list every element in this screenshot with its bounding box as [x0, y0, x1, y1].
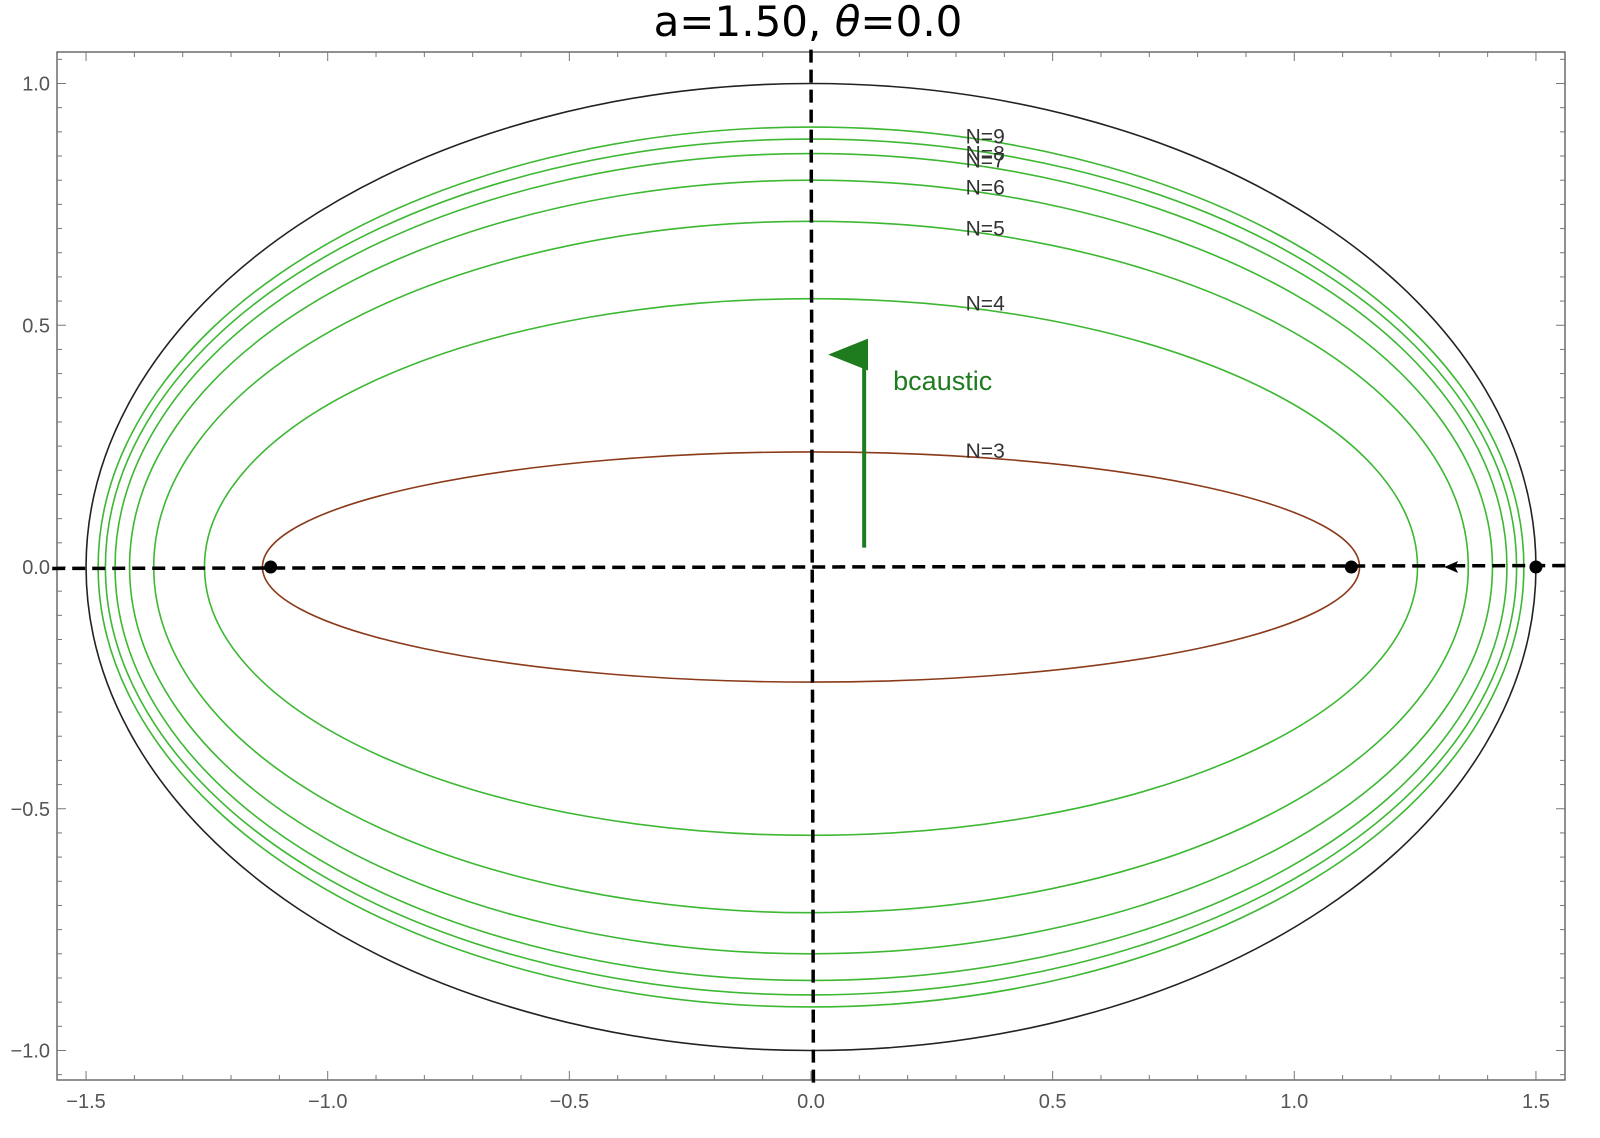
x-tick-label: 1.5: [1522, 1091, 1550, 1113]
dashed-horizontal-axis: [52, 563, 1570, 571]
title-prefix: a=1.50,: [654, 0, 835, 46]
x-tick-label: 1.0: [1280, 1091, 1308, 1113]
title-theta-symbol: θ: [835, 0, 861, 46]
axis-ticks: −1.5 −1.0 −0.5 0.0 0.5 1.0 1.5 −1.0 −0.5 0.0 0.5 1.…: [11, 52, 1565, 1113]
chart-title: a=1.50, θ=0.0: [654, 0, 963, 46]
focus-point: [264, 560, 278, 574]
caustic-label-n6: N=6: [966, 176, 1005, 199]
caustic-label-n5: N=5: [966, 217, 1005, 240]
y-tick-label: −0.5: [11, 799, 50, 821]
dashed-vertical-axis: [809, 49, 816, 1085]
x-tick-label: 0.0: [797, 1091, 825, 1113]
x-tick-label: −1.0: [308, 1091, 347, 1113]
y-tick-label: 0.0: [22, 557, 50, 579]
x-tick-label: −1.5: [66, 1091, 105, 1113]
title-suffix: =0.0: [860, 0, 962, 46]
focus-point: [1529, 560, 1543, 574]
small-arrow-head: [1444, 561, 1459, 573]
focus-point: [1344, 560, 1358, 574]
caustic-label-n9: N=9: [966, 126, 1005, 149]
caustic-label-n8: N=8: [966, 142, 1005, 165]
y-tick-label: −1.0: [11, 1041, 50, 1063]
bcaustic-label: bcaustic: [893, 366, 992, 396]
caustic-label-n3: N=3: [966, 440, 1005, 463]
overlay-layer: bcaustic: [52, 49, 1570, 1085]
y-tick-label: 1.0: [22, 74, 50, 96]
x-tick-label: 0.5: [1039, 1091, 1067, 1113]
y-tick-label: 0.5: [22, 315, 50, 337]
x-tick-label: −0.5: [550, 1091, 589, 1113]
caustic-label-n4: N=4: [966, 292, 1005, 315]
caustic-label-n7: N=7: [966, 150, 1005, 173]
